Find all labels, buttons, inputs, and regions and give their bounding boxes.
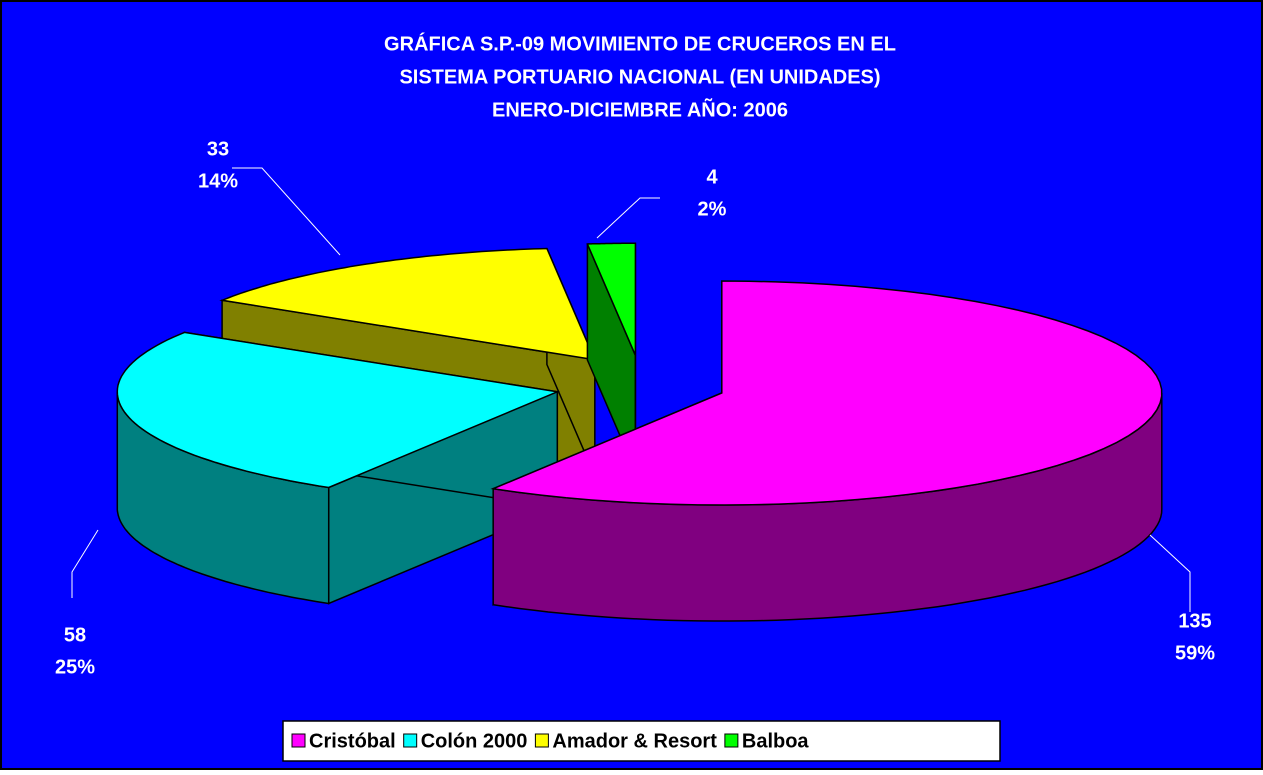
slice-top (586, 242, 637, 356)
chart-title: GRÁFICA S.P.-09 MOVIMIENTO DE CRUCEROS E… (384, 32, 896, 55)
data-label: 4 (706, 166, 718, 188)
legend-swatch (534, 733, 549, 748)
leader-line (71, 529, 99, 598)
legend: Cristóbal Colón 2000 Amador & Resort Balboa (291, 730, 810, 752)
data-label: 14% (198, 170, 238, 192)
legend-swatch (724, 733, 739, 748)
leader-line (232, 167, 341, 256)
leader-line (596, 197, 660, 239)
chart-title: SISTEMA PORTUARIO NACIONAL (EN UNIDADES) (399, 66, 880, 88)
legend-label: Amador & Resort (552, 730, 717, 752)
slice-top (219, 247, 597, 361)
data-label: 33 (207, 138, 229, 160)
slice-top (490, 280, 1163, 506)
data-label: 135 (1178, 610, 1211, 632)
chart-title: ENERO-DICIEMBRE AÑO: 2006 (492, 98, 788, 121)
data-label: 58 (64, 624, 86, 646)
leader-line (1149, 534, 1191, 612)
legend-swatch (291, 733, 306, 748)
data-label: 59% (1175, 642, 1215, 664)
data-label: 25% (55, 656, 95, 678)
legend-box (282, 720, 1001, 762)
legend-label: Colón 2000 (421, 730, 528, 752)
legend-label: Balboa (742, 730, 810, 752)
data-label: 2% (698, 198, 727, 220)
legend-label: Cristóbal (309, 730, 396, 752)
slice-top (116, 331, 561, 489)
pie (116, 242, 1163, 622)
data-labels: 135 59% 58 25% 33 14% 4 2% (55, 138, 1215, 678)
legend-swatch (403, 733, 418, 748)
